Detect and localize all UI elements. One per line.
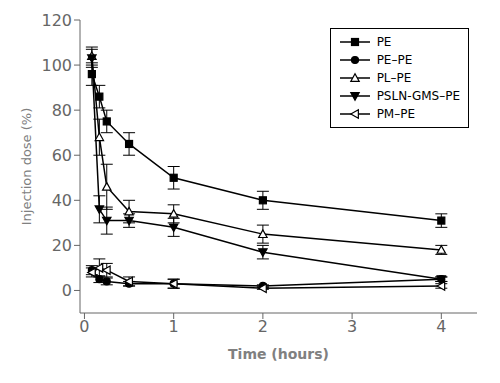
html-text:PSLN-GMS–PE: PSLN-GMS–PE — [376, 89, 460, 103]
html-text:PM–PE: PM–PE — [376, 107, 415, 121]
svg-text:100: 100 — [41, 56, 72, 75]
svg-text:1: 1 — [169, 317, 179, 336]
svg-text:2: 2 — [258, 317, 268, 336]
svg-text:80: 80 — [52, 101, 72, 120]
svg-text:120: 120 — [41, 11, 72, 30]
html-text:PE–PE: PE–PE — [376, 53, 413, 67]
svg-text:0: 0 — [79, 317, 89, 336]
svg-text:3: 3 — [347, 317, 357, 336]
svg-text:0: 0 — [62, 281, 72, 300]
html-text:PL–PE: PL–PE — [376, 71, 412, 85]
html-text:PE: PE — [376, 35, 392, 49]
svg-text:20: 20 — [52, 236, 72, 255]
svg-text:60: 60 — [52, 146, 72, 165]
svg-text:Time (hours): Time (hours) — [228, 346, 329, 362]
svg-text:4: 4 — [436, 317, 446, 336]
svg-text:40: 40 — [52, 191, 72, 210]
svg-text:Injection dose (%): Injection dose (%) — [19, 108, 34, 225]
